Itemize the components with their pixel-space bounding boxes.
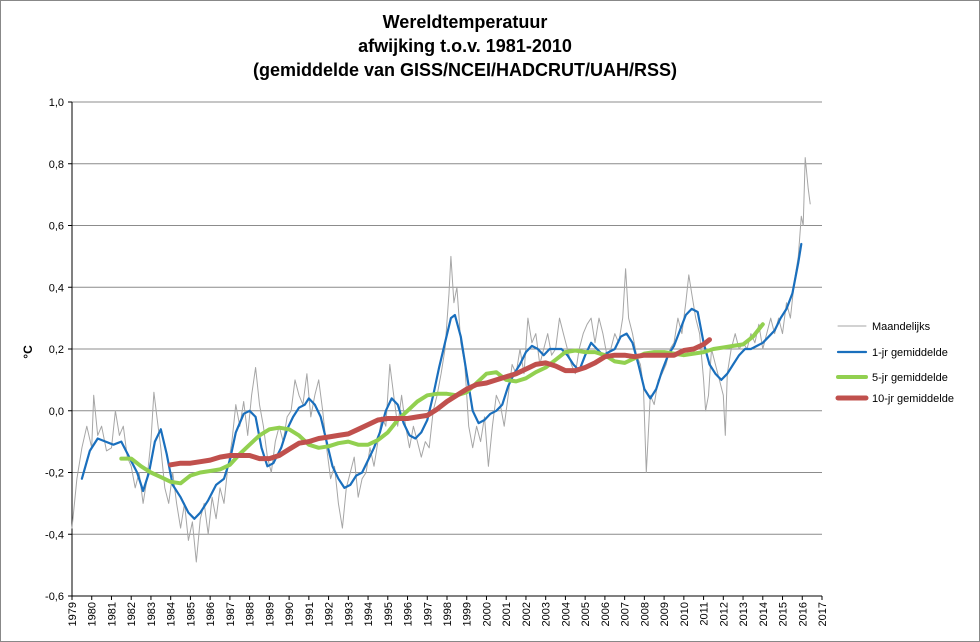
series-line-1 [71, 157, 811, 563]
x-tick-label: 2007 [620, 602, 632, 626]
legend: Maandelijks 1-jr gemiddelde 5-jr gemiddeld… [835, 321, 954, 405]
x-tick-label: 2005 [580, 602, 592, 626]
series-line-3 [119, 322, 765, 486]
y-tick-labels: 1,0 0,8 0,6 0,4 0,2 0,0 -0,2 -0,4 -0,6 [45, 97, 64, 603]
y-axis-label: °C [21, 345, 35, 359]
y-tick-label: 0,8 [49, 159, 64, 171]
x-tick-label: 2000 [481, 602, 493, 626]
axes [68, 101, 823, 600]
title-line-2: afwijking t.o.v. 1981-2010 [358, 36, 572, 56]
x-tick-label: 2013 [738, 602, 750, 626]
x-tick-label: 1995 [383, 602, 395, 626]
x-tick-label: 2001 [501, 602, 513, 626]
x-tick-label: 2011 [699, 602, 711, 626]
x-tick-label: 1997 [422, 602, 434, 626]
x-tick-label: 2008 [639, 602, 651, 626]
x-tick-label: 1986 [205, 602, 217, 626]
x-tick-label: 1984 [166, 602, 178, 626]
x-tick-label: 2006 [600, 602, 612, 626]
chart-title: Wereldtemperatuur afwijking t.o.v. 1981-… [40, 10, 890, 82]
series-lines [71, 157, 811, 563]
y-tick-label: 0,0 [49, 406, 64, 418]
x-tick-label: 1996 [403, 602, 415, 626]
x-tick-label: 2009 [659, 602, 671, 626]
x-tick-label: 1998 [442, 602, 454, 626]
x-tick-label: 1999 [462, 602, 474, 626]
x-tick-label: 2012 [718, 602, 730, 626]
x-tick-label: 1987 [225, 602, 237, 626]
x-tick-label: 1979 [67, 602, 79, 626]
legend-label: 10-jr gemiddelde [872, 393, 954, 405]
y-tick-label: -0,2 [45, 468, 64, 480]
x-tick-label: 1992 [324, 602, 336, 626]
y-tick-label: -0,4 [45, 529, 64, 541]
y-tick-label: 0,6 [49, 221, 64, 233]
x-tick-label: 1982 [126, 602, 138, 626]
x-tick-label: 2014 [758, 602, 770, 626]
y-tick-label: -0,6 [45, 591, 64, 603]
x-tick-label: 1994 [363, 602, 375, 626]
x-tick-label: 2010 [679, 602, 691, 626]
legend-label: 1-jr gemiddelde [872, 347, 948, 359]
legend-label: 5-jr gemiddelde [872, 372, 948, 384]
title-line-3: (gemiddelde van GISS/NCEI/HADCRUT/UAH/RS… [252, 60, 678, 80]
x-tick-label: 1988 [245, 602, 257, 626]
x-tick-label: 1985 [185, 602, 197, 626]
x-tick-label: 2003 [541, 602, 553, 626]
x-tick-label: 1981 [106, 602, 118, 626]
series-line-2 [80, 242, 803, 520]
y-tick-label: 1,0 [49, 97, 64, 109]
x-tick-label: 1989 [264, 602, 276, 626]
x-tick-labels: 1979 1980 1981 1982 1983 1984 1985 1986 1987 1988… [67, 602, 829, 626]
x-tick-label: 2015 [778, 602, 790, 626]
x-tick-label: 2002 [521, 602, 533, 626]
x-tick-label: 2017 [817, 602, 829, 626]
series-line-4 [168, 337, 712, 468]
x-tick-label: 2016 [797, 602, 809, 626]
x-tick-label: 2004 [560, 602, 572, 626]
legend-label: Maandelijks [872, 321, 931, 333]
x-tick-label: 1991 [304, 602, 316, 626]
x-tick-label: 1990 [284, 602, 296, 626]
x-tick-label: 1980 [87, 602, 99, 626]
x-tick-label: 1993 [343, 602, 355, 626]
y-tick-label: 0,2 [49, 344, 64, 356]
title-line-1: Wereldtemperatuur [382, 12, 548, 32]
x-tick-label: 1983 [146, 602, 158, 626]
y-tick-label: 0,4 [49, 282, 64, 294]
